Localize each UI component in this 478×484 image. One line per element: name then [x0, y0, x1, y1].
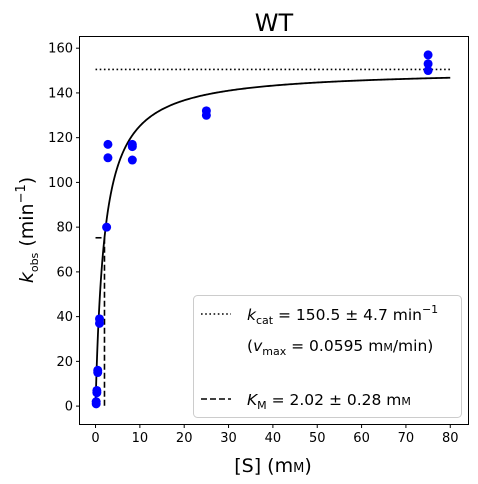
data-point [103, 153, 113, 163]
data-point [93, 365, 103, 375]
x-tick-label: 0 [91, 431, 99, 446]
y-tick-label: 120 [48, 131, 73, 146]
y-tick-label: 0 [65, 400, 73, 415]
km-marker [95, 236, 106, 407]
x-axis-ticks: 0 10 20 30 40 50 60 70 80 [91, 424, 459, 446]
data-point [201, 106, 211, 116]
legend-box [193, 295, 462, 418]
x-tick-label: 30 [220, 431, 237, 446]
data-point [423, 66, 433, 76]
x-tick-label: 80 [442, 431, 459, 446]
data-point [423, 50, 433, 60]
data-point [127, 155, 137, 165]
y-tick-label: 140 [48, 86, 73, 101]
data-points [91, 50, 433, 409]
y-axis-ticks: 0 20 40 60 80 100 120 140 160 [48, 42, 80, 415]
y-axis-label: kobs (min−1) [14, 177, 41, 283]
x-tick-label: 70 [398, 431, 415, 446]
legend-kcat-label: kcat = 150.5 ± 4.7 min−1 [247, 303, 438, 327]
y-tick-label: 100 [48, 176, 73, 191]
chart-title: WT [255, 9, 294, 37]
y-tick-label: 20 [56, 355, 73, 370]
y-tick-label: 60 [56, 265, 73, 280]
data-point [423, 59, 433, 69]
legend-km-label: KM = 2.02 ± 0.28 mM [247, 391, 411, 412]
x-tick-label: 50 [309, 431, 326, 446]
x-tick-label: 60 [353, 431, 370, 446]
x-tick-label: 20 [176, 431, 193, 446]
data-point [95, 314, 105, 324]
y-tick-label: 80 [56, 221, 73, 236]
x-tick-label: 40 [265, 431, 282, 446]
data-point [127, 139, 137, 149]
legend: kcat = 150.5 ± 4.7 min−1 (vmax = 0.0595 … [193, 295, 462, 418]
x-axis-label: [S] (mM) [234, 455, 312, 477]
data-point [92, 385, 102, 395]
x-tick-label: 10 [132, 431, 149, 446]
data-point [102, 222, 112, 232]
data-point [103, 139, 113, 149]
y-tick-label: 160 [48, 42, 73, 57]
y-tick-label: 40 [56, 310, 73, 325]
data-point [91, 397, 101, 407]
legend-vmax-label: (vmax = 0.0595 mM/min) [247, 337, 433, 358]
